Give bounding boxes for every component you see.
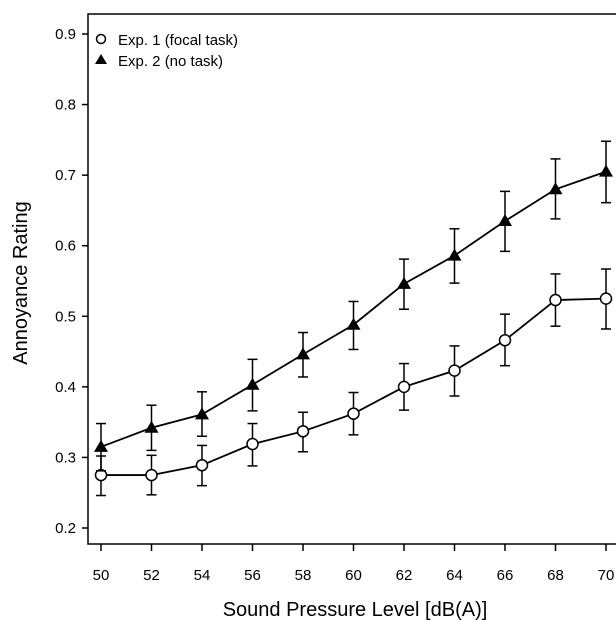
y-axis-title: Annoyance Rating	[10, 201, 32, 364]
x-tick-label: 50	[93, 567, 110, 584]
x-tick-label: 56	[244, 567, 261, 584]
series-1	[94, 268, 613, 497]
y-tick-label: 0.6	[55, 238, 76, 255]
data-point-triangle	[144, 420, 159, 433]
data-point-triangle	[94, 439, 108, 452]
x-tick-label: 66	[497, 567, 514, 584]
y-tick-label: 0.2	[55, 520, 76, 537]
data-point-triangle	[296, 347, 310, 360]
x-tick-label: 68	[547, 567, 564, 584]
data-point-circle	[498, 334, 512, 347]
legend-label-exp2: Exp. 2 (no task)	[118, 53, 223, 70]
data-point-circle	[347, 407, 360, 420]
data-point-circle	[448, 364, 461, 377]
data-point-circle	[246, 437, 259, 451]
y-tick-label: 0.8	[55, 97, 76, 114]
legend-marker-open-circle	[95, 33, 107, 45]
y-tick-label: 0.7	[55, 167, 76, 184]
legend: Exp. 1 (focal task) Exp. 2 (no task)	[95, 32, 238, 70]
plot-frame	[87, 13, 616, 545]
x-tick-label: 64	[446, 567, 463, 584]
series-2	[94, 140, 613, 472]
data-point-triangle	[498, 214, 512, 227]
y-tick-label: 0.3	[55, 449, 76, 466]
series-layer	[94, 140, 613, 497]
y-tick-label: 0.5	[55, 308, 76, 325]
x-tick-label: 70	[598, 567, 615, 584]
data-point-triangle	[599, 164, 613, 177]
data-point-triangle	[397, 276, 411, 289]
data-point-triangle	[245, 377, 260, 390]
data-point-circle	[599, 292, 613, 305]
data-point-circle	[195, 458, 209, 472]
data-point-circle	[549, 293, 562, 307]
x-tick-label: 58	[295, 567, 312, 584]
data-point-triangle	[346, 317, 361, 330]
x-tick-label: 60	[345, 567, 362, 584]
data-point-circle	[145, 468, 158, 482]
x-axis: 50 52 54 56 58 60 62 64 66 68 70	[93, 544, 615, 584]
y-tick-label: 0.9	[55, 26, 76, 43]
data-point-triangle	[195, 407, 209, 420]
legend-label-exp1: Exp. 1 (focal task)	[118, 32, 238, 49]
x-tick-label: 52	[143, 567, 160, 584]
legend-marker-filled-triangle	[95, 54, 107, 64]
y-tick-label: 0.4	[55, 379, 76, 396]
y-axis: 0.2 0.3 0.4 0.5 0.6 0.7 0.8 0.9	[55, 26, 88, 537]
data-point-circle	[397, 380, 411, 394]
data-point-triangle	[447, 248, 462, 261]
x-tick-label: 54	[194, 567, 211, 584]
x-axis-title: Sound Pressure Level [dB(A)]	[223, 599, 488, 620]
x-tick-label: 62	[396, 567, 413, 584]
data-point-circle	[296, 425, 310, 438]
data-point-triangle	[548, 182, 563, 195]
